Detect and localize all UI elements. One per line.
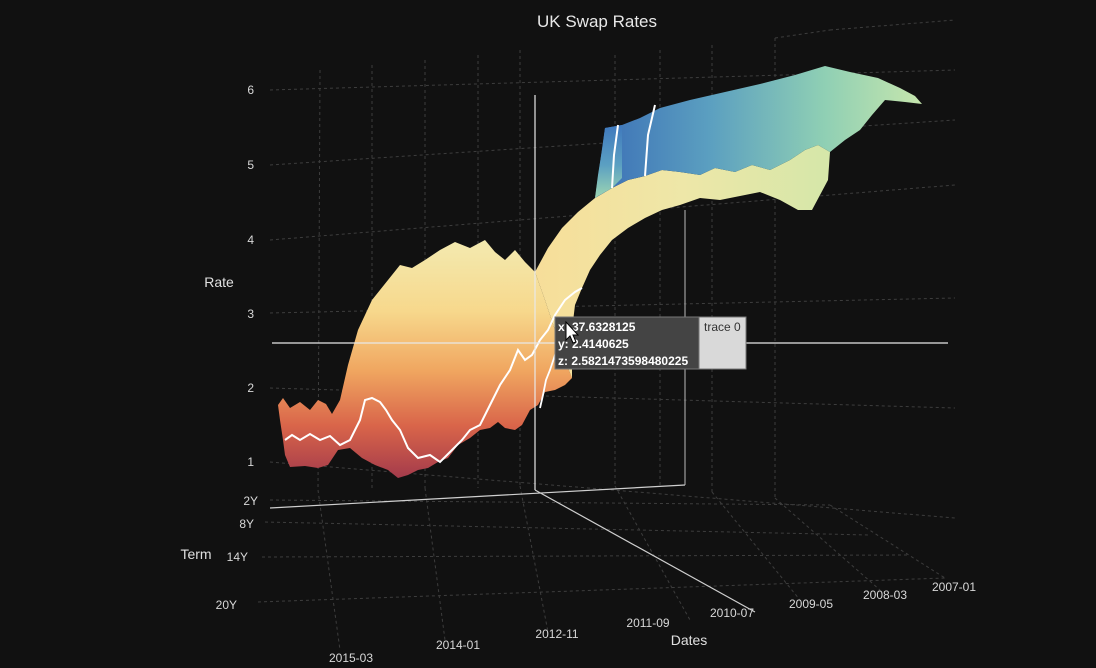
x-tick: 2009-05 [789, 597, 833, 611]
y-tick: 2Y [243, 494, 258, 508]
x-tick: 2011-09 [626, 616, 669, 630]
z-axis-title: Rate [204, 274, 234, 290]
z-tick: 5 [247, 158, 254, 172]
hover-trace-name: trace 0 [704, 320, 741, 334]
x-tick: 2015-03 [329, 651, 373, 665]
z-axis: 6 5 4 3 2 1 Rate [204, 83, 254, 469]
y-tick: 14Y [227, 550, 248, 564]
z-tick: 4 [247, 233, 254, 247]
hover-tooltip: x: 37.6328125 y: 2.4140625 z: 2.58214735… [554, 316, 747, 370]
y-tick: 8Y [239, 517, 254, 531]
y-tick: 20Y [216, 598, 237, 612]
surface-trace-0[interactable] [278, 66, 922, 478]
x-tick: 2007-01 [932, 580, 976, 594]
z-tick: 2 [247, 381, 254, 395]
y-axis: 2Y 8Y 14Y 20Y Term [180, 494, 258, 612]
y-axis-title: Term [180, 546, 211, 562]
hover-x: x: 37.6328125 [558, 320, 636, 334]
x-tick: 2008-03 [863, 588, 907, 602]
x-axis: 2015-03 2014-01 2012-11 2011-09 2010-07 … [329, 580, 976, 665]
x-axis-title: Dates [671, 632, 708, 648]
x-tick: 2012-11 [535, 627, 578, 641]
z-tick: 6 [247, 83, 254, 97]
x-tick: 2010-07 [710, 606, 754, 620]
z-tick: 3 [247, 307, 254, 321]
hover-z: z: 2.5821473598480225 [558, 354, 688, 368]
chart-title: UK Swap Rates [537, 12, 657, 31]
x-tick: 2014-01 [436, 638, 480, 652]
cursor-icon [565, 320, 580, 344]
z-tick: 1 [247, 455, 254, 469]
hover-y: y: 2.4140625 [558, 337, 629, 351]
